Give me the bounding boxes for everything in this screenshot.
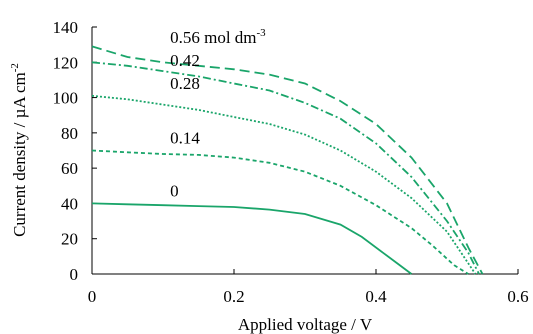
y-axis-title-main: Current density / µA cm — [10, 72, 29, 237]
y-axis-title: Current density / µA cm-2 — [9, 63, 29, 237]
series-line-1 — [91, 149, 469, 275]
series-label-text: 0.56 mol dm — [170, 28, 256, 47]
y-tick-label: 140 — [53, 18, 79, 37]
y-tick-label: 80 — [61, 124, 78, 143]
series-label-text: 0 — [170, 181, 179, 200]
series-lines — [91, 45, 484, 275]
series-label-2: 0.28 — [170, 74, 200, 93]
series-label-text: 0.14 — [170, 128, 200, 147]
y-axis-title-superscript: -2 — [9, 63, 21, 72]
series-label-superscript: -3 — [257, 27, 267, 39]
tick-marks — [91, 26, 519, 275]
y-tick-label: 20 — [61, 230, 78, 249]
series-label-0: 0 — [170, 181, 179, 200]
series-label-text: 0.42 — [170, 51, 200, 70]
x-tick-label: 0.4 — [365, 287, 387, 306]
axes — [91, 27, 518, 275]
series-line-3 — [91, 61, 480, 275]
x-axis-title: Applied voltage / V — [238, 315, 373, 334]
series-label-4: 0.56 mol dm-3 — [170, 27, 266, 47]
y-tick-label: 60 — [61, 159, 78, 178]
series-line-0 — [91, 202, 413, 275]
y-tick-label: 120 — [53, 53, 79, 72]
series-labels: 0 0.14 0.28 0.42 0.56 mol dm-3 — [170, 27, 266, 200]
series-label-text: 0.28 — [170, 74, 200, 93]
x-tick-label: 0.6 — [507, 287, 528, 306]
x-tick-label: 0.2 — [223, 287, 244, 306]
y-tick-label: 40 — [61, 194, 78, 213]
y-tick-label: 100 — [53, 89, 79, 108]
series-label-1: 0.14 — [170, 128, 200, 147]
series-label-3: 0.42 — [170, 51, 200, 70]
series-line-4 — [91, 45, 484, 275]
series-line-2 — [91, 94, 477, 275]
tick-labels: 0 0.2 0.4 0.6 0 20 40 60 80 100 120 140 — [53, 18, 529, 306]
x-tick-label: 0 — [88, 287, 97, 306]
y-tick-label: 0 — [70, 265, 79, 284]
